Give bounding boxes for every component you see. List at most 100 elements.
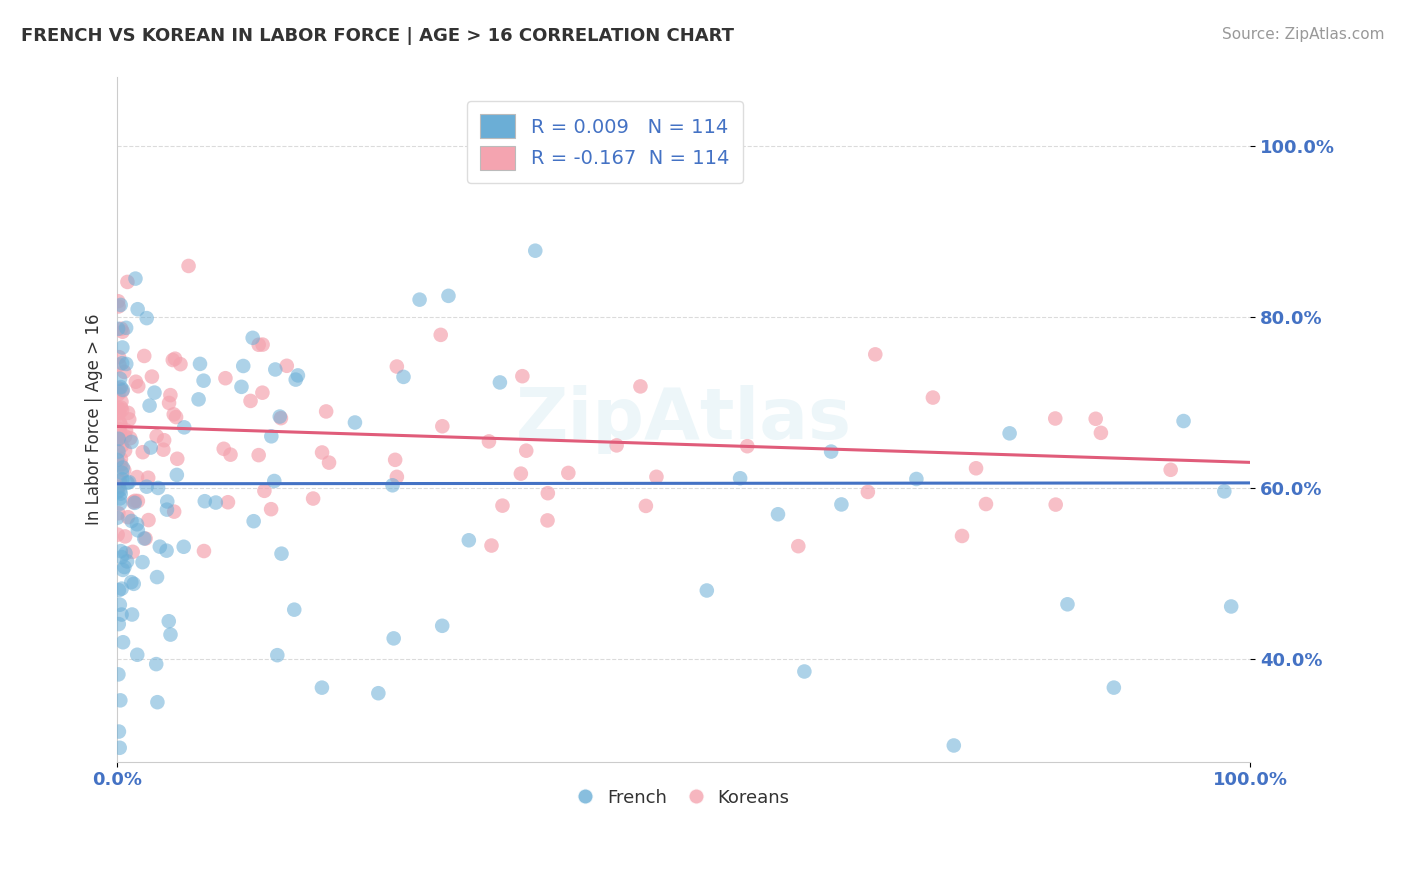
Point	[166, 467, 188, 482]
Point	[830, 498, 852, 512]
Point	[145, 657, 167, 672]
Point	[478, 434, 501, 449]
Point	[122, 577, 145, 591]
Point	[138, 399, 160, 413]
Point	[108, 491, 131, 506]
Point	[766, 508, 789, 522]
Point	[110, 451, 132, 466]
Point	[153, 434, 176, 448]
Point	[491, 499, 513, 513]
Point	[193, 544, 215, 558]
Point	[253, 483, 276, 498]
Legend: French, Koreans: French, Koreans	[571, 781, 796, 814]
Point	[865, 347, 887, 361]
Point	[156, 502, 179, 516]
Point	[905, 472, 928, 486]
Point	[143, 385, 166, 400]
Point	[120, 431, 142, 445]
Point	[188, 357, 211, 371]
Point	[606, 438, 628, 452]
Point	[318, 456, 340, 470]
Point	[998, 426, 1021, 441]
Point	[105, 432, 128, 446]
Point	[696, 583, 718, 598]
Point	[114, 529, 136, 543]
Point	[111, 439, 134, 453]
Point	[204, 495, 226, 509]
Point	[110, 322, 132, 336]
Point	[163, 505, 186, 519]
Point	[108, 724, 131, 739]
Point	[165, 410, 187, 425]
Point	[139, 441, 162, 455]
Point	[115, 321, 138, 335]
Point	[311, 445, 333, 459]
Point	[512, 369, 534, 384]
Point	[146, 481, 169, 495]
Point	[110, 486, 132, 500]
Point	[108, 406, 131, 420]
Point	[1084, 411, 1107, 425]
Point	[392, 370, 415, 384]
Point	[120, 575, 142, 590]
Point	[111, 341, 134, 355]
Point	[1220, 599, 1243, 614]
Point	[112, 560, 135, 574]
Point	[163, 408, 186, 422]
Point	[108, 433, 131, 447]
Point	[112, 635, 135, 649]
Point	[115, 554, 138, 568]
Text: FRENCH VS KOREAN IN LABOR FORCE | AGE > 16 CORRELATION CHART: FRENCH VS KOREAN IN LABOR FORCE | AGE > …	[21, 27, 734, 45]
Point	[145, 429, 167, 443]
Point	[141, 369, 163, 384]
Point	[114, 546, 136, 560]
Point	[950, 529, 973, 543]
Point	[117, 275, 139, 289]
Point	[974, 497, 997, 511]
Point	[247, 448, 270, 462]
Point	[239, 393, 262, 408]
Point	[156, 494, 179, 508]
Point	[302, 491, 325, 506]
Point	[157, 614, 180, 628]
Point	[385, 359, 408, 374]
Point	[107, 480, 129, 494]
Point	[1102, 681, 1125, 695]
Point	[111, 384, 134, 398]
Point	[138, 513, 160, 527]
Point	[432, 419, 454, 434]
Point	[276, 359, 298, 373]
Point	[114, 429, 136, 443]
Point	[122, 495, 145, 509]
Point	[214, 371, 236, 385]
Point	[1090, 425, 1112, 440]
Point	[110, 693, 132, 707]
Point	[108, 483, 131, 497]
Point	[173, 540, 195, 554]
Point	[108, 382, 131, 396]
Point	[149, 540, 172, 554]
Point	[108, 372, 131, 386]
Point	[922, 391, 945, 405]
Point	[127, 648, 149, 662]
Point	[110, 425, 132, 439]
Point	[634, 499, 657, 513]
Point	[269, 409, 291, 424]
Point	[152, 442, 174, 457]
Point	[169, 357, 191, 371]
Point	[121, 545, 143, 559]
Point	[384, 453, 406, 467]
Point	[110, 607, 132, 622]
Point	[111, 383, 134, 397]
Point	[117, 406, 139, 420]
Point	[1045, 498, 1067, 512]
Point	[105, 510, 128, 524]
Point	[187, 392, 209, 407]
Point	[232, 359, 254, 373]
Point	[135, 532, 157, 546]
Point	[728, 471, 751, 485]
Point	[115, 423, 138, 437]
Point	[131, 555, 153, 569]
Point	[105, 453, 128, 467]
Point	[115, 357, 138, 371]
